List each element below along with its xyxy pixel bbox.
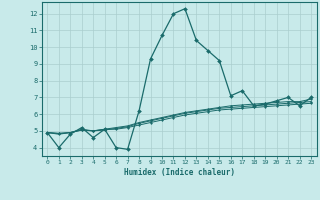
X-axis label: Humidex (Indice chaleur): Humidex (Indice chaleur)	[124, 168, 235, 177]
